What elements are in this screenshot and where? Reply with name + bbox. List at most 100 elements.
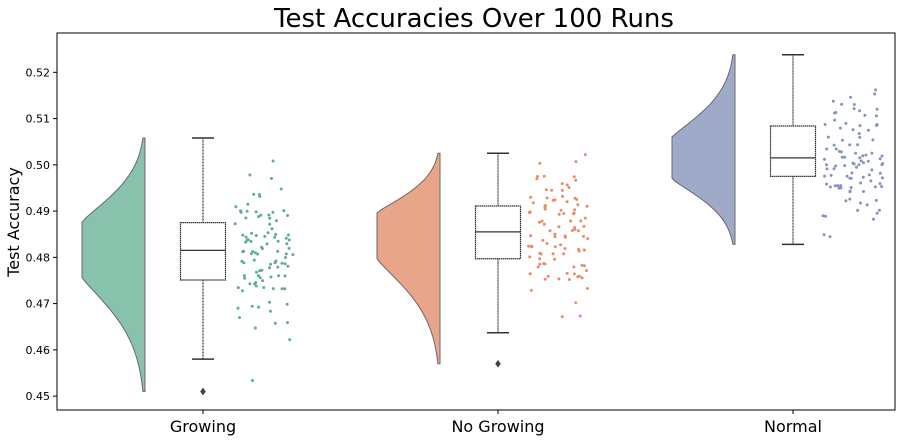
jitter-point: [576, 229, 580, 233]
jitter-point: [839, 186, 843, 190]
jitter-point: [269, 275, 273, 279]
jitter-point: [563, 247, 567, 250]
jitter-point: [585, 287, 589, 290]
jitter-point: [856, 208, 860, 212]
jitter-point: [288, 338, 292, 342]
jitter-point: [852, 162, 856, 166]
jitter-point: [824, 214, 827, 218]
x-tick-label: Growing: [170, 417, 236, 436]
y-tick-label: 0.50: [26, 159, 51, 172]
jitter-point: [271, 287, 275, 291]
jitter-point: [859, 181, 863, 185]
jitter-point: [840, 155, 844, 159]
jitter-point: [536, 175, 539, 178]
jitter-point: [242, 274, 246, 278]
jitter-point: [285, 302, 289, 306]
jitter-point: [572, 175, 576, 179]
jitter-point: [832, 143, 836, 147]
jitter-point: [545, 196, 549, 200]
jitter-point: [582, 224, 586, 228]
jitter-point: [244, 235, 248, 239]
jitter-point: [825, 147, 829, 151]
jitter-point: [833, 118, 837, 122]
jitter-point: [286, 321, 289, 325]
x-tick-label: Normal: [764, 417, 822, 436]
jitter-point: [557, 225, 561, 229]
y-tick-label: 0.49: [26, 205, 51, 218]
jitter-point: [253, 326, 257, 330]
jitter-point: [551, 252, 555, 256]
jitter-point: [851, 128, 855, 132]
jitter-point: [270, 227, 274, 231]
chart-title: Test Accuracies Over 100 Runs: [273, 4, 674, 34]
jitter-point: [286, 264, 290, 268]
series-group-normal: [671, 53, 885, 246]
jitter-point: [577, 249, 581, 253]
jitter-point: [248, 173, 252, 177]
jitter-point: [859, 159, 863, 163]
jitter-point: [878, 157, 882, 161]
x-tick-label: No Growing: [451, 417, 544, 436]
jitter-point: [565, 271, 569, 275]
jitter-point: [538, 262, 542, 266]
jitter-point: [542, 262, 546, 266]
jitter-point: [276, 249, 280, 253]
jitter-point: [262, 286, 266, 289]
y-tick-label: 0.48: [26, 251, 51, 264]
jitter-point: [282, 209, 286, 213]
jitter-point: [236, 286, 240, 290]
jitter-point: [240, 289, 244, 293]
jitter-point: [253, 251, 257, 255]
jitter-point: [850, 171, 854, 175]
jitter-point: [286, 214, 289, 217]
jitter-point: [579, 219, 583, 223]
jitter-point: [268, 216, 272, 220]
jitter-point: [249, 240, 253, 243]
jitter-point: [559, 208, 563, 212]
jitter-point: [245, 209, 249, 213]
jitter-point: [275, 219, 278, 223]
jitter-point: [832, 167, 836, 171]
jitter-point: [283, 262, 287, 266]
jitter-point: [565, 200, 569, 204]
jitter-point: [239, 210, 243, 214]
jitter-point: [560, 188, 564, 192]
jitter-point: [852, 103, 856, 106]
jitter-point: [825, 182, 829, 186]
jitter-point: [537, 220, 541, 224]
jitter-point: [840, 138, 844, 142]
jitter-point: [542, 222, 546, 226]
jitter-point: [585, 204, 589, 208]
jitter-point: [570, 229, 574, 232]
jitter-point: [867, 173, 871, 177]
jitter-point: [565, 183, 569, 187]
jitter-point: [823, 157, 826, 161]
jitter-point: [271, 159, 275, 163]
jitter-point: [849, 176, 853, 180]
jitter-point: [527, 244, 531, 248]
jitter-point: [828, 235, 832, 239]
jitter-point: [870, 151, 874, 155]
jitter-point: [872, 217, 875, 221]
jitter-point: [572, 272, 576, 276]
jitter-point: [560, 315, 564, 319]
jitter-point: [543, 277, 547, 281]
jitter-point: [848, 143, 852, 147]
jitter-point: [858, 135, 862, 139]
jitter-point: [257, 305, 261, 309]
jitter-point: [250, 231, 254, 235]
jitter-point: [538, 161, 542, 165]
jitter-point: [529, 288, 533, 292]
half-violin: [376, 152, 441, 365]
jitter-point: [828, 185, 832, 189]
outlier-point: [200, 387, 206, 396]
jitter-point: [833, 184, 837, 188]
jitter-point: [852, 107, 856, 111]
jitter-point: [877, 208, 881, 212]
jitter-point: [870, 168, 874, 172]
jitter-point: [862, 190, 865, 193]
jitter-point: [285, 242, 289, 246]
jitter-point: [274, 259, 278, 263]
jitter-point: [576, 275, 580, 279]
jitter-point: [878, 182, 882, 186]
